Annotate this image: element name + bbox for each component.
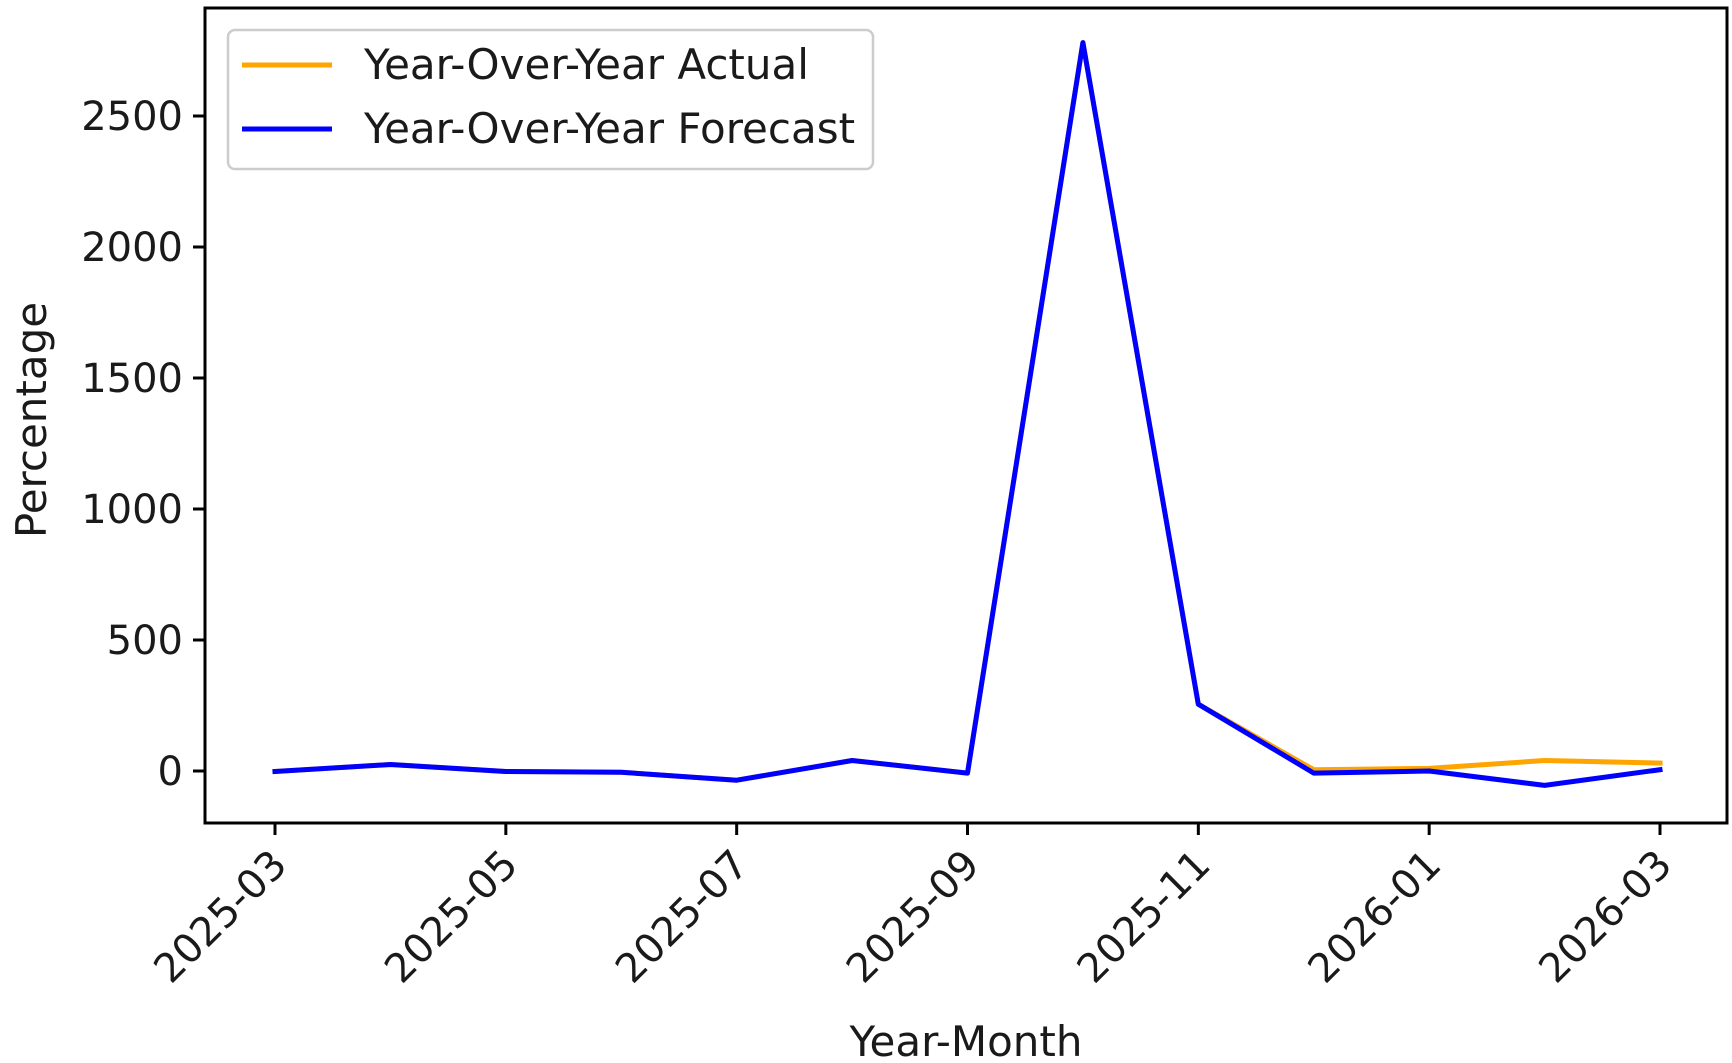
- y-tick-label: 1000: [81, 487, 183, 533]
- series-line-year-over-year-forecast: [272, 40, 1663, 788]
- legend-label-forecast: Year-Over-Year Forecast: [363, 104, 855, 153]
- y-tick-label: 1500: [81, 356, 183, 402]
- y-axis: 0 500 1000 1500 2000 2500: [81, 94, 205, 795]
- x-axis-label: Year-Month: [848, 1017, 1082, 1063]
- y-tick-label: 0: [158, 749, 183, 795]
- series-layer: [272, 40, 1663, 788]
- legend-label-actual: Year-Over-Year Actual: [363, 40, 809, 89]
- legend-frame: [226, 28, 875, 171]
- y-axis-label: Percentage: [7, 302, 56, 538]
- y-tick-label: 2500: [81, 94, 183, 140]
- legend: Year-Over-Year Actual Year-Over-Year For…: [226, 28, 875, 171]
- y-tick-label: 2000: [81, 225, 183, 271]
- y-tick-label: 500: [107, 618, 183, 664]
